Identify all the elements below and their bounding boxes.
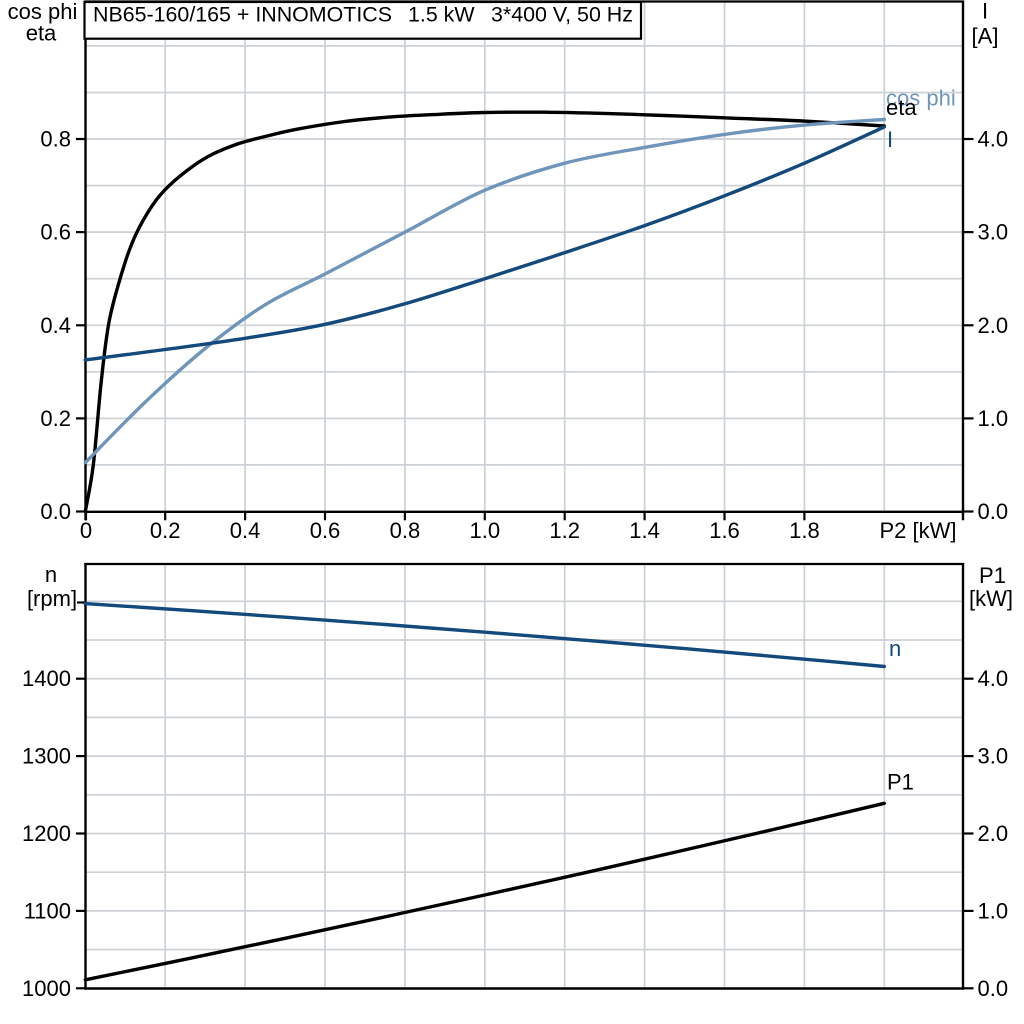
svg-text:1400: 1400 (22, 666, 71, 691)
svg-text:cos phi: cos phi (8, 0, 78, 24)
svg-text:0.2: 0.2 (150, 518, 181, 543)
svg-text:P1: P1 (979, 563, 1006, 588)
svg-text:cos phi: cos phi (886, 86, 956, 111)
svg-text:eta: eta (26, 21, 57, 46)
svg-text:0.8: 0.8 (40, 127, 71, 152)
svg-text:0.6: 0.6 (40, 220, 71, 245)
svg-text:n: n (889, 636, 901, 661)
svg-text:0.0: 0.0 (978, 976, 1009, 1001)
svg-text:1.8: 1.8 (789, 518, 820, 543)
svg-text:0.0: 0.0 (978, 499, 1009, 524)
svg-text:eta: eta (886, 95, 917, 120)
svg-text:1.0: 1.0 (470, 518, 501, 543)
svg-text:[A]: [A] (972, 24, 999, 49)
svg-text:I: I (887, 127, 893, 152)
svg-text:1300: 1300 (22, 744, 71, 769)
svg-text:0.0: 0.0 (40, 499, 71, 524)
svg-text:0.2: 0.2 (40, 406, 71, 431)
svg-text:1000: 1000 (22, 976, 71, 1001)
svg-text:[rpm]: [rpm] (27, 586, 77, 611)
svg-text:1.2: 1.2 (549, 518, 580, 543)
svg-text:0: 0 (80, 518, 92, 543)
svg-text:3*400 V, 50 Hz: 3*400 V, 50 Hz (491, 3, 633, 27)
svg-text:3.0: 3.0 (978, 744, 1009, 769)
svg-text:1100: 1100 (24, 898, 71, 923)
svg-text:0.4: 0.4 (40, 313, 71, 338)
svg-text:0.8: 0.8 (390, 518, 421, 543)
svg-text:NB65-160/165 + INNOMOTICS: NB65-160/165 + INNOMOTICS (93, 3, 392, 27)
svg-text:0.6: 0.6 (310, 518, 341, 543)
svg-text:4.0: 4.0 (978, 666, 1009, 691)
svg-text:1200: 1200 (22, 821, 71, 846)
svg-text:0.4: 0.4 (230, 518, 261, 543)
svg-text:2.0: 2.0 (978, 821, 1009, 846)
svg-text:P1: P1 (887, 770, 914, 795)
svg-text:I: I (982, 0, 988, 23)
svg-text:1.0: 1.0 (978, 406, 1009, 431)
svg-text:1.0: 1.0 (978, 898, 1009, 923)
svg-text:1.4: 1.4 (629, 518, 660, 543)
svg-text:3.0: 3.0 (978, 220, 1009, 245)
svg-text:n: n (45, 562, 57, 587)
svg-text:1.6: 1.6 (709, 518, 740, 543)
svg-text:4.0: 4.0 (978, 127, 1009, 152)
svg-text:P2 [kW]: P2 [kW] (879, 518, 956, 543)
svg-text:1.5 kW: 1.5 kW (408, 3, 475, 27)
svg-text:2.0: 2.0 (978, 313, 1009, 338)
svg-text:[kW]: [kW] (969, 586, 1013, 611)
